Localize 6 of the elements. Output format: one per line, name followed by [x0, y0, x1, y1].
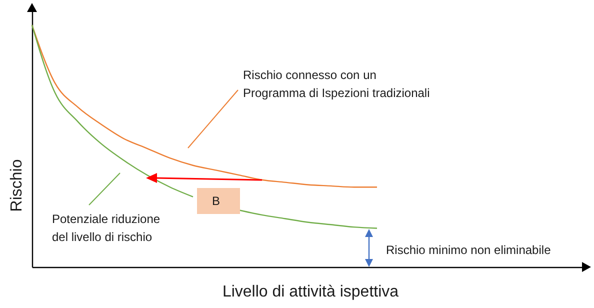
annotation: Rischio minimo non eliminabile: [386, 242, 551, 259]
annotation: Potenziale riduzione del livello di rischio: [52, 211, 160, 246]
x-axis-title: Livello di attività ispettiva: [222, 284, 399, 300]
annotation: Rischio connesso con un Programma di Ispezioni tradizionali: [243, 67, 430, 102]
annotation: B: [212, 193, 220, 210]
y-axis-title: Rischio: [8, 159, 26, 212]
